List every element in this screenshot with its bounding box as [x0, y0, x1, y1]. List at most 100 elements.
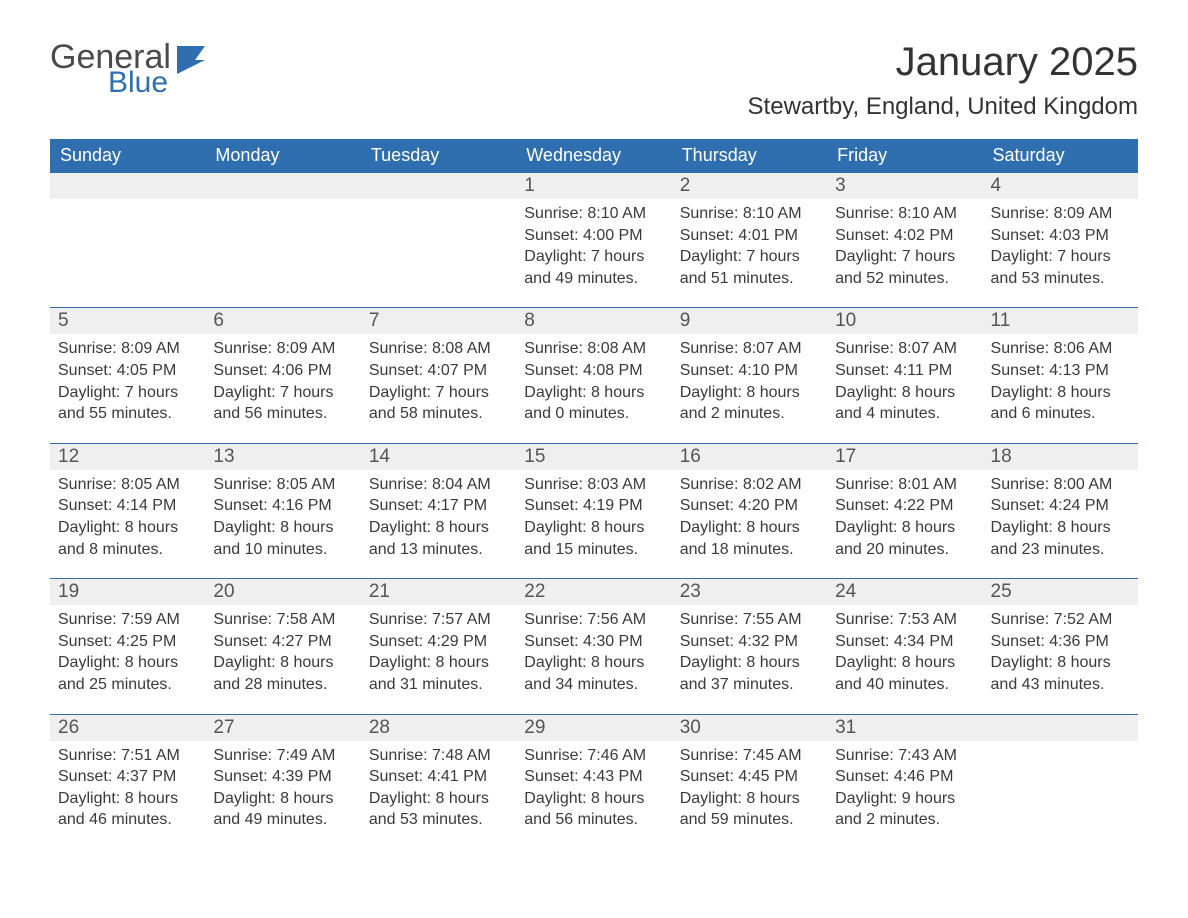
day-body: Sunrise: 7:45 AMSunset: 4:45 PMDaylight:… — [672, 741, 827, 849]
calendar-cell: 17Sunrise: 8:01 AMSunset: 4:22 PMDayligh… — [827, 443, 982, 578]
day-body: Sunrise: 8:03 AMSunset: 4:19 PMDaylight:… — [516, 470, 671, 578]
day-number: 4 — [983, 173, 1138, 199]
calendar-cell — [361, 172, 516, 307]
day-body: Sunrise: 8:10 AMSunset: 4:01 PMDaylight:… — [672, 199, 827, 307]
day-number: 21 — [361, 579, 516, 605]
calendar-cell: 16Sunrise: 8:02 AMSunset: 4:20 PMDayligh… — [672, 443, 827, 578]
day-body: Sunrise: 8:06 AMSunset: 4:13 PMDaylight:… — [983, 334, 1138, 442]
day-number: 9 — [672, 308, 827, 334]
day-number: 26 — [50, 715, 205, 741]
day-number: 5 — [50, 308, 205, 334]
day-body: Sunrise: 8:07 AMSunset: 4:10 PMDaylight:… — [672, 334, 827, 442]
day-body: Sunrise: 7:46 AMSunset: 4:43 PMDaylight:… — [516, 741, 671, 849]
calendar-cell: 28Sunrise: 7:48 AMSunset: 4:41 PMDayligh… — [361, 714, 516, 849]
day-number: 25 — [983, 579, 1138, 605]
calendar-row: 19Sunrise: 7:59 AMSunset: 4:25 PMDayligh… — [50, 578, 1138, 713]
brand-logo: General Blue — [50, 40, 211, 98]
day-body: Sunrise: 8:09 AMSunset: 4:05 PMDaylight:… — [50, 334, 205, 442]
day-body: Sunrise: 8:05 AMSunset: 4:14 PMDaylight:… — [50, 470, 205, 578]
weekday-header: Sunday — [50, 139, 205, 172]
day-body — [50, 199, 205, 221]
calendar-cell: 13Sunrise: 8:05 AMSunset: 4:16 PMDayligh… — [205, 443, 360, 578]
day-body: Sunrise: 8:08 AMSunset: 4:07 PMDaylight:… — [361, 334, 516, 442]
day-number: 24 — [827, 579, 982, 605]
calendar-cell: 7Sunrise: 8:08 AMSunset: 4:07 PMDaylight… — [361, 307, 516, 442]
day-number: 11 — [983, 308, 1138, 334]
day-body: Sunrise: 8:09 AMSunset: 4:03 PMDaylight:… — [983, 199, 1138, 307]
calendar-cell: 18Sunrise: 8:00 AMSunset: 4:24 PMDayligh… — [983, 443, 1138, 578]
day-number — [983, 715, 1138, 741]
calendar-cell — [983, 714, 1138, 849]
weekday-header: Wednesday — [516, 139, 671, 172]
calendar-cell: 9Sunrise: 8:07 AMSunset: 4:10 PMDaylight… — [672, 307, 827, 442]
header: General Blue January 2025 Stewartby, Eng… — [50, 40, 1138, 133]
calendar-table: SundayMondayTuesdayWednesdayThursdayFrid… — [50, 139, 1138, 849]
day-number: 14 — [361, 444, 516, 470]
calendar-row: 12Sunrise: 8:05 AMSunset: 4:14 PMDayligh… — [50, 443, 1138, 578]
day-number: 18 — [983, 444, 1138, 470]
day-number: 12 — [50, 444, 205, 470]
calendar-cell: 2Sunrise: 8:10 AMSunset: 4:01 PMDaylight… — [672, 172, 827, 307]
day-number: 27 — [205, 715, 360, 741]
calendar-cell: 19Sunrise: 7:59 AMSunset: 4:25 PMDayligh… — [50, 578, 205, 713]
calendar-cell: 21Sunrise: 7:57 AMSunset: 4:29 PMDayligh… — [361, 578, 516, 713]
calendar-cell: 6Sunrise: 8:09 AMSunset: 4:06 PMDaylight… — [205, 307, 360, 442]
day-number: 31 — [827, 715, 982, 741]
calendar-cell: 1Sunrise: 8:10 AMSunset: 4:00 PMDaylight… — [516, 172, 671, 307]
calendar-cell: 10Sunrise: 8:07 AMSunset: 4:11 PMDayligh… — [827, 307, 982, 442]
day-number — [205, 173, 360, 199]
calendar-row: 5Sunrise: 8:09 AMSunset: 4:05 PMDaylight… — [50, 307, 1138, 442]
day-body — [983, 741, 1138, 763]
calendar-cell: 26Sunrise: 7:51 AMSunset: 4:37 PMDayligh… — [50, 714, 205, 849]
calendar-cell: 5Sunrise: 8:09 AMSunset: 4:05 PMDaylight… — [50, 307, 205, 442]
day-number: 3 — [827, 173, 982, 199]
weekday-header: Friday — [827, 139, 982, 172]
calendar-cell: 15Sunrise: 8:03 AMSunset: 4:19 PMDayligh… — [516, 443, 671, 578]
day-body: Sunrise: 8:00 AMSunset: 4:24 PMDaylight:… — [983, 470, 1138, 578]
day-body: Sunrise: 8:10 AMSunset: 4:02 PMDaylight:… — [827, 199, 982, 307]
day-body: Sunrise: 7:49 AMSunset: 4:39 PMDaylight:… — [205, 741, 360, 849]
calendar-cell: 11Sunrise: 8:06 AMSunset: 4:13 PMDayligh… — [983, 307, 1138, 442]
day-body: Sunrise: 8:10 AMSunset: 4:00 PMDaylight:… — [516, 199, 671, 307]
calendar-cell: 3Sunrise: 8:10 AMSunset: 4:02 PMDaylight… — [827, 172, 982, 307]
day-body: Sunrise: 7:52 AMSunset: 4:36 PMDaylight:… — [983, 605, 1138, 713]
day-number: 20 — [205, 579, 360, 605]
calendar-cell: 12Sunrise: 8:05 AMSunset: 4:14 PMDayligh… — [50, 443, 205, 578]
month-title: January 2025 — [748, 40, 1138, 85]
day-body: Sunrise: 8:05 AMSunset: 4:16 PMDaylight:… — [205, 470, 360, 578]
calendar-cell: 8Sunrise: 8:08 AMSunset: 4:08 PMDaylight… — [516, 307, 671, 442]
calendar-cell: 31Sunrise: 7:43 AMSunset: 4:46 PMDayligh… — [827, 714, 982, 849]
day-body: Sunrise: 8:02 AMSunset: 4:20 PMDaylight:… — [672, 470, 827, 578]
calendar-cell: 23Sunrise: 7:55 AMSunset: 4:32 PMDayligh… — [672, 578, 827, 713]
calendar-cell: 14Sunrise: 8:04 AMSunset: 4:17 PMDayligh… — [361, 443, 516, 578]
calendar-cell: 30Sunrise: 7:45 AMSunset: 4:45 PMDayligh… — [672, 714, 827, 849]
calendar-cell — [205, 172, 360, 307]
day-body: Sunrise: 7:58 AMSunset: 4:27 PMDaylight:… — [205, 605, 360, 713]
flag-icon — [177, 46, 211, 74]
brand-part2: Blue — [108, 68, 171, 98]
day-number: 28 — [361, 715, 516, 741]
day-number: 30 — [672, 715, 827, 741]
day-number: 22 — [516, 579, 671, 605]
calendar-cell: 4Sunrise: 8:09 AMSunset: 4:03 PMDaylight… — [983, 172, 1138, 307]
title-block: January 2025 Stewartby, England, United … — [748, 40, 1138, 133]
day-number: 1 — [516, 173, 671, 199]
weekday-header: Thursday — [672, 139, 827, 172]
day-number — [361, 173, 516, 199]
day-body: Sunrise: 8:08 AMSunset: 4:08 PMDaylight:… — [516, 334, 671, 442]
day-number — [50, 173, 205, 199]
day-number: 6 — [205, 308, 360, 334]
day-number: 7 — [361, 308, 516, 334]
day-body — [361, 199, 516, 221]
day-body: Sunrise: 8:09 AMSunset: 4:06 PMDaylight:… — [205, 334, 360, 442]
calendar-row: 1Sunrise: 8:10 AMSunset: 4:00 PMDaylight… — [50, 172, 1138, 307]
calendar-cell: 22Sunrise: 7:56 AMSunset: 4:30 PMDayligh… — [516, 578, 671, 713]
day-number: 17 — [827, 444, 982, 470]
day-number: 2 — [672, 173, 827, 199]
calendar-cell: 20Sunrise: 7:58 AMSunset: 4:27 PMDayligh… — [205, 578, 360, 713]
day-body: Sunrise: 7:53 AMSunset: 4:34 PMDaylight:… — [827, 605, 982, 713]
calendar-cell — [50, 172, 205, 307]
day-number: 13 — [205, 444, 360, 470]
day-body: Sunrise: 8:04 AMSunset: 4:17 PMDaylight:… — [361, 470, 516, 578]
calendar-cell: 27Sunrise: 7:49 AMSunset: 4:39 PMDayligh… — [205, 714, 360, 849]
